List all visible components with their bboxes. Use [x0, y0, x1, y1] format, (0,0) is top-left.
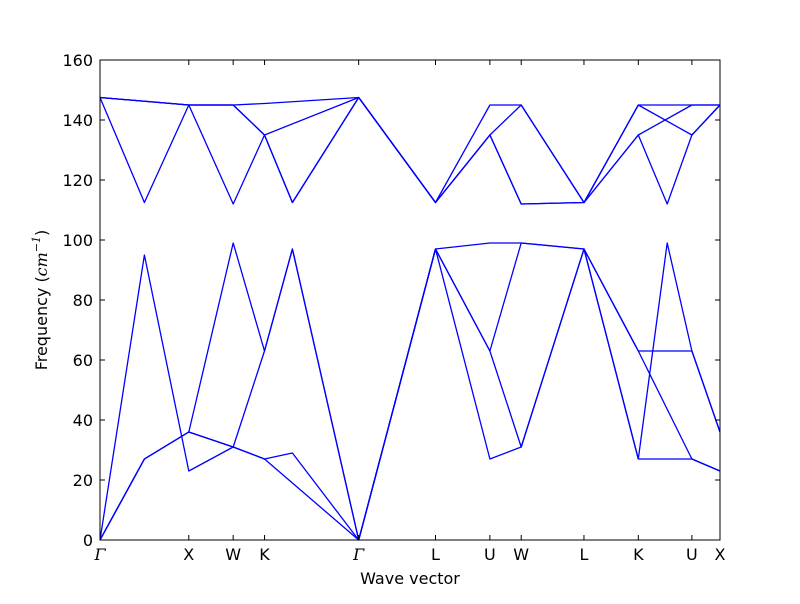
plot-frame	[99, 59, 721, 541]
x-tick-label: U	[484, 545, 496, 564]
y-axis-unit-exp: −1	[30, 236, 43, 252]
branch-line-3	[99, 242, 721, 541]
y-tick-label: 80	[73, 291, 93, 310]
x-tick-label: Γ	[93, 545, 106, 564]
x-tick-label: Γ	[352, 545, 365, 564]
y-tick-label: 20	[73, 471, 93, 490]
y-axis-label: Frequency (cm−1)	[30, 230, 51, 371]
x-tick-label: W	[513, 545, 529, 564]
series-lines	[99, 96, 721, 541]
branch-line-5	[99, 96, 721, 205]
x-tick-label: K	[259, 545, 270, 564]
x-tick-label: X	[715, 545, 726, 564]
y-tick-label: 40	[73, 411, 93, 430]
y-tick-label: 60	[73, 351, 93, 370]
y-axis-label-text: Frequency	[32, 288, 51, 371]
x-tick-label: W	[225, 545, 241, 564]
branch-line-4	[99, 242, 721, 541]
x-axis-label: Wave vector	[360, 569, 460, 588]
y-axis-unit-open: (	[32, 276, 51, 287]
branch-line-8	[99, 96, 721, 205]
y-tick-label: 120	[62, 171, 93, 190]
y-tick-label: 0	[83, 531, 93, 550]
branch-line-2	[99, 248, 721, 541]
x-tick-label: K	[633, 545, 644, 564]
x-tick-label: U	[686, 545, 698, 564]
branch-line-1	[99, 248, 721, 541]
y-tick-label: 160	[62, 51, 93, 70]
y-axis-unit-close: )	[32, 230, 51, 236]
x-tick-label: X	[183, 545, 194, 564]
y-tick-label: 100	[62, 231, 93, 250]
x-tick-label: L	[431, 545, 440, 564]
y-tick-label: 140	[62, 111, 93, 130]
x-tick-label: L	[580, 545, 589, 564]
y-axis-unit-base: cm	[32, 252, 51, 276]
